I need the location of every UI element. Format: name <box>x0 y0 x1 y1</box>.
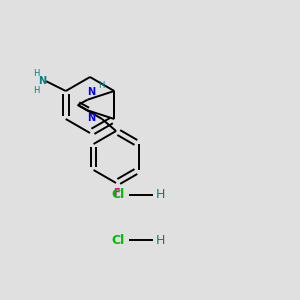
Text: H: H <box>155 188 165 202</box>
Text: Cl: Cl <box>111 188 124 202</box>
Text: H: H <box>155 233 165 247</box>
Text: H: H <box>98 81 105 90</box>
Text: H: H <box>33 86 39 95</box>
Text: Cl: Cl <box>111 233 124 247</box>
Text: F: F <box>113 188 119 198</box>
Text: N: N <box>88 87 96 97</box>
Text: N: N <box>38 76 46 86</box>
Text: H: H <box>33 69 39 78</box>
Text: N: N <box>88 113 96 123</box>
